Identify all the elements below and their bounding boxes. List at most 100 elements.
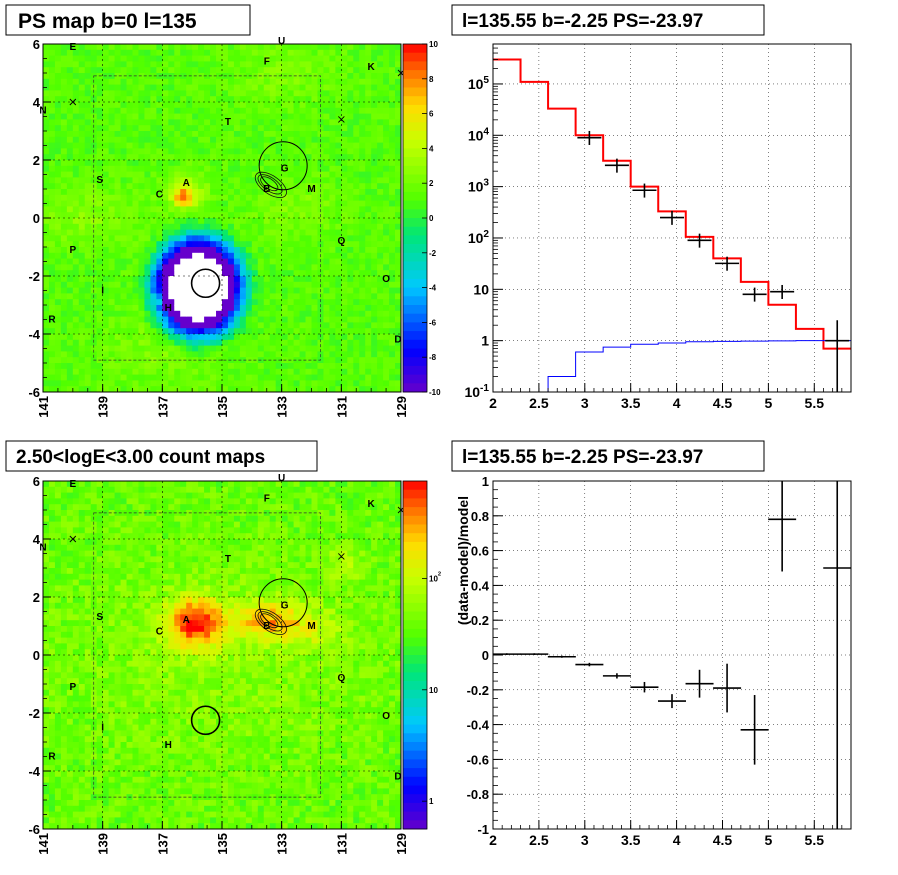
map-pixel bbox=[102, 800, 110, 807]
map-pixel bbox=[186, 386, 193, 393]
map-pixel bbox=[144, 136, 151, 143]
map-pixel bbox=[365, 206, 372, 213]
map-pixel bbox=[359, 368, 366, 375]
map-pixel bbox=[66, 61, 74, 68]
map-pixel bbox=[144, 235, 151, 242]
map-pixel bbox=[287, 55, 294, 62]
map-pixel bbox=[132, 550, 139, 557]
map-pixel bbox=[114, 736, 121, 743]
map-pixel bbox=[269, 194, 277, 201]
map-pixel bbox=[281, 310, 289, 317]
map-pixel bbox=[186, 160, 193, 167]
map-pixel bbox=[162, 322, 169, 329]
map-pixel bbox=[389, 44, 396, 51]
map-pixel bbox=[311, 55, 318, 62]
map-pixel bbox=[198, 281, 205, 288]
map-pixel bbox=[150, 386, 157, 393]
map-pixel bbox=[347, 154, 354, 161]
map-pixel bbox=[66, 107, 74, 114]
map-pixel bbox=[227, 247, 235, 254]
map-pixel bbox=[227, 55, 235, 62]
map-pixel bbox=[233, 84, 241, 91]
map-pixel bbox=[120, 643, 127, 650]
map-pixel bbox=[329, 78, 336, 85]
map-pixel bbox=[43, 339, 50, 346]
map-pixel bbox=[365, 351, 372, 358]
map-pixel bbox=[180, 316, 187, 323]
map-pixel bbox=[66, 351, 74, 358]
map-pixel bbox=[239, 107, 247, 114]
map-pixel bbox=[78, 368, 86, 375]
map-pixel bbox=[227, 310, 235, 317]
map-pixel bbox=[48, 649, 56, 656]
map-pixel bbox=[84, 533, 92, 540]
map-pixel bbox=[66, 171, 74, 178]
map-pixel bbox=[126, 695, 133, 702]
map-pixel bbox=[323, 136, 330, 143]
map-pixel bbox=[78, 614, 86, 621]
map-pixel bbox=[245, 316, 253, 323]
map-pixel bbox=[72, 90, 80, 97]
map-pixel bbox=[216, 270, 223, 277]
map-pixel bbox=[299, 247, 306, 254]
ps-map-title-box bbox=[5, 4, 251, 36]
map-pixel bbox=[168, 247, 175, 254]
map-pixel bbox=[371, 241, 378, 248]
map-pixel bbox=[389, 293, 396, 300]
map-pixel bbox=[341, 96, 348, 103]
map-pixel bbox=[156, 131, 163, 138]
map-pixel bbox=[227, 229, 235, 236]
map-pixel bbox=[96, 84, 104, 91]
map-pixel bbox=[317, 310, 324, 317]
map-pixel bbox=[239, 183, 247, 190]
map-pixel bbox=[216, 125, 223, 132]
map-pixel bbox=[78, 194, 86, 201]
map-pixel bbox=[78, 125, 86, 132]
map-pixel bbox=[275, 380, 283, 387]
map-pixel bbox=[108, 84, 115, 91]
map-pixel bbox=[305, 61, 312, 68]
map-pixel bbox=[365, 345, 372, 352]
map-pixel bbox=[43, 794, 50, 801]
map-pixel bbox=[233, 264, 241, 271]
spec-ytick-label: 1 bbox=[481, 333, 489, 349]
colorbar-swatch bbox=[403, 165, 427, 175]
map-pixel bbox=[192, 293, 199, 300]
map-pixel bbox=[48, 131, 56, 138]
map-pixel bbox=[120, 521, 127, 528]
map-pixel bbox=[305, 73, 312, 80]
map-pixel bbox=[43, 78, 50, 85]
map-pixel bbox=[138, 357, 145, 364]
map-pixel bbox=[132, 113, 139, 120]
map-pixel bbox=[54, 747, 62, 754]
map-pixel bbox=[389, 374, 396, 381]
map-pixel bbox=[329, 73, 336, 80]
map-pixel bbox=[257, 281, 265, 288]
map-pixel bbox=[335, 183, 342, 190]
map-pixel bbox=[108, 515, 115, 522]
map-pixel bbox=[54, 131, 62, 138]
map-pixel bbox=[102, 684, 110, 691]
map-pixel bbox=[365, 73, 372, 80]
map-pixel bbox=[120, 626, 127, 633]
map-pixel bbox=[389, 287, 396, 294]
map-pixel bbox=[317, 154, 324, 161]
map-pixel bbox=[138, 568, 145, 575]
map-pixel bbox=[204, 241, 211, 248]
map-pixel bbox=[168, 44, 175, 51]
map-pixel bbox=[210, 113, 217, 120]
colorbar-tick-label: -8 bbox=[429, 353, 437, 362]
map-pixel bbox=[383, 96, 390, 103]
map-pixel bbox=[299, 96, 306, 103]
map-pixel bbox=[257, 270, 265, 277]
map-pixel bbox=[66, 247, 74, 254]
map-pixel bbox=[377, 148, 384, 155]
map-pixel bbox=[305, 189, 312, 196]
map-pixel bbox=[126, 492, 133, 499]
colorbar-swatch bbox=[403, 287, 427, 297]
map-pixel bbox=[84, 655, 92, 662]
map-pixel bbox=[120, 328, 127, 335]
map-pixel bbox=[305, 55, 312, 62]
map-pixel bbox=[227, 183, 235, 190]
map-pixel bbox=[180, 84, 187, 91]
